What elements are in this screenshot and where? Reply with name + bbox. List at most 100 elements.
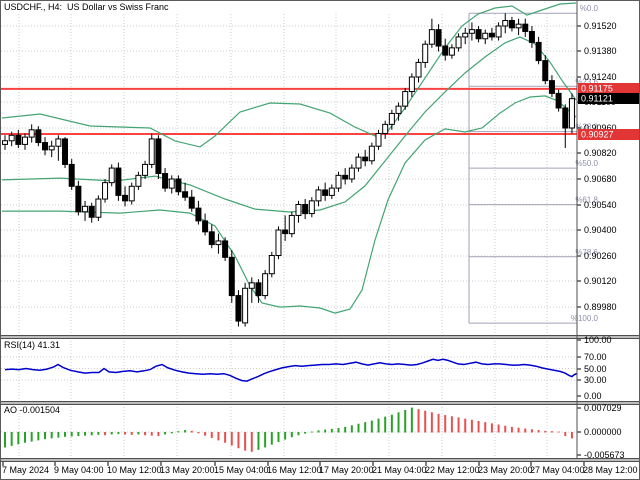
ao-axis-label: 0.000000 [584, 427, 622, 437]
candle-bullish [328, 187, 335, 196]
time-axis-label: 16 May 12:00 [267, 465, 322, 475]
candle-bullish [142, 163, 149, 176]
rsi-axis-label: 70.00 [584, 352, 607, 362]
fib-level-label: %0.0 [580, 4, 599, 13]
ao-layer [4, 407, 573, 452]
rsi-axis-label: 30.00 [584, 375, 607, 385]
candle-bullish [308, 200, 315, 215]
rsi-axis-label: 100.00 [584, 335, 612, 345]
price-badge-label: 0.91175 [581, 84, 613, 94]
candle-bullish [502, 20, 509, 27]
candle-bearish [322, 189, 329, 196]
time-axis-label: 28 May 12:00 [583, 465, 638, 475]
candle-bullish [388, 112, 395, 125]
candle-bearish [475, 29, 482, 40]
time-axis-label: 7 May 2024 [2, 465, 49, 475]
rsi-axis-label: 0.00 [584, 391, 602, 401]
candle-bullish [515, 23, 522, 29]
candle-bearish [175, 178, 182, 193]
candle-bullish [455, 36, 462, 49]
price-axis-label: 0.90680 [584, 174, 617, 184]
candle-bullish [395, 105, 402, 114]
candle-bullish [408, 76, 415, 93]
candle-bullish [568, 98, 575, 129]
price-axis[interactable]: 0.915200.913800.912400.911000.909600.908… [577, 21, 640, 460]
time-axis-label: 27 May 04:00 [530, 465, 585, 475]
level-price-badge [578, 83, 640, 94]
fib-level-label: %61.8 [575, 196, 598, 205]
candle-bearish [282, 229, 289, 235]
candle-bearish [162, 173, 169, 189]
candle-bullish [288, 214, 295, 235]
price-axis-label: 0.90540 [584, 200, 617, 210]
candle-bullish [382, 123, 389, 134]
price-axis-label: 0.91520 [584, 21, 617, 31]
candle-bullish [135, 174, 142, 187]
candle-bullish [375, 132, 382, 147]
price-axis-label: 0.89980 [584, 302, 617, 312]
candle-bullish [315, 189, 322, 202]
fib-level-label: %38.2 [575, 123, 598, 132]
candle-bearish [235, 295, 242, 322]
candle-bearish [228, 256, 235, 297]
candle-bearish [155, 138, 162, 175]
candle-bullish [22, 136, 29, 145]
candle-bearish [42, 142, 49, 151]
red-hlines-layer [1, 87, 577, 136]
candle-bullish [168, 178, 175, 189]
candle-bullish [242, 287, 249, 324]
candle-bearish [555, 92, 562, 109]
candle-bullish [495, 25, 502, 38]
candle-bearish [222, 240, 229, 258]
candle-bullish [55, 138, 62, 147]
price-badge-label: 0.90927 [581, 130, 614, 140]
candle-bearish [255, 282, 262, 297]
candle-bearish [488, 32, 495, 38]
candle-bullish [335, 174, 342, 189]
candle-bullish [215, 240, 222, 246]
candle-bullish [262, 273, 269, 297]
candle-bearish [62, 138, 69, 165]
time-axis-label: 23 May 20:00 [478, 465, 533, 475]
candle-bearish [342, 174, 349, 180]
candle-bullish [415, 61, 422, 78]
candle-bearish [88, 205, 95, 218]
candle-bearish [528, 30, 535, 43]
rsi-layer [4, 358, 578, 382]
candle-bearish [535, 41, 542, 62]
candle-bearish [188, 196, 195, 209]
candle-bearish [362, 156, 369, 162]
separators-layer [0, 335, 640, 462]
price-axis-label: 0.90260 [584, 251, 617, 261]
candle-bearish [508, 20, 515, 29]
candle-bearish [75, 185, 82, 213]
ao-axis-label: -0.005673 [584, 450, 625, 460]
candle-bullish [295, 204, 302, 216]
candle-bearish [122, 194, 129, 202]
fib-level-label: %50.0 [575, 159, 598, 168]
time-axis-label: 15 May 04:00 [214, 465, 269, 475]
chart-plot-area[interactable] [1, 14, 576, 334]
candle-bullish [422, 43, 429, 63]
candle-bullish [482, 32, 489, 40]
time-axis-label: 9 May 04:00 [54, 465, 104, 475]
rsi-indicator-label: RSI(14) 41.31 [4, 340, 61, 350]
panel-separator [0, 458, 640, 462]
candles-layer [2, 13, 575, 327]
candle-bearish [202, 220, 209, 233]
candle-bullish [248, 282, 255, 289]
grid-layer [1, 14, 577, 458]
candle-bearish [115, 167, 122, 196]
candle-bullish [28, 129, 35, 138]
candle-bearish [542, 60, 549, 82]
price-badge-label: 0.91121 [581, 94, 613, 104]
candle-bearish [548, 80, 555, 94]
candle-bullish [268, 255, 275, 275]
candle-bullish [368, 145, 375, 162]
candle-bullish [82, 205, 89, 213]
level-price-badge [578, 129, 640, 140]
